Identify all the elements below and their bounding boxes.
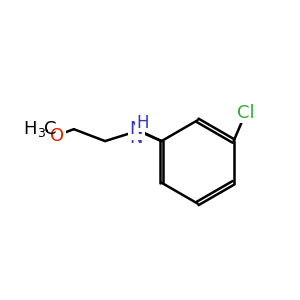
Text: H: H: [131, 122, 145, 140]
Text: 3: 3: [38, 127, 45, 140]
Text: N: N: [130, 129, 143, 147]
Text: H: H: [136, 114, 148, 132]
Text: H: H: [23, 120, 37, 138]
Text: Cl: Cl: [237, 104, 254, 122]
Text: C: C: [44, 120, 56, 138]
Text: O: O: [50, 127, 64, 145]
Text: N: N: [130, 120, 143, 138]
